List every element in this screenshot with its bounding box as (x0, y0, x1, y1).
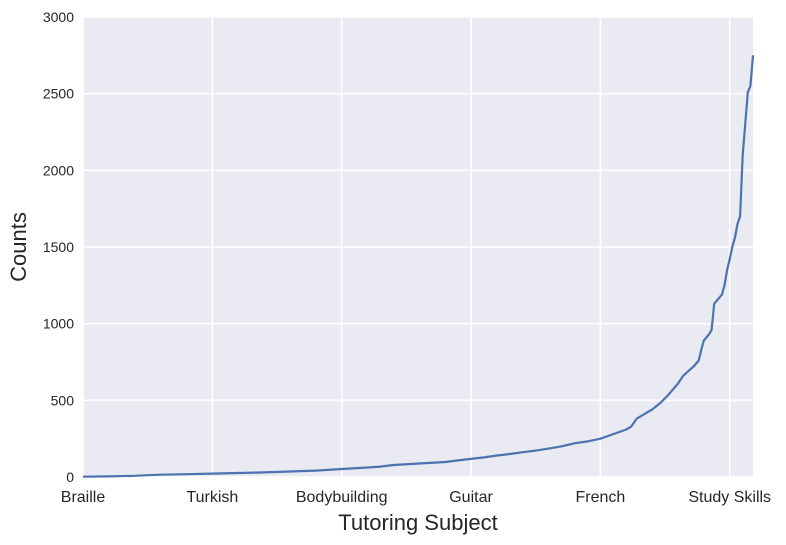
x-tick-label: Turkish (186, 489, 238, 506)
y-tick-label: 2500 (43, 86, 74, 102)
x-tick-label: French (575, 489, 625, 506)
y-tick-label: 1500 (43, 239, 74, 255)
y-tick-label: 3000 (43, 9, 74, 25)
x-axis-label: Tutoring Subject (338, 510, 497, 535)
x-tick-labels: Braille Turkish Bodybuilding Guitar French St… (61, 489, 771, 506)
x-tick-label: Braille (61, 489, 106, 506)
y-tick-label: 1000 (43, 316, 74, 332)
series-layer (82, 55, 755, 478)
y-tick-label: 0 (66, 469, 74, 485)
y-tick-label: 500 (51, 392, 75, 408)
y-axis-label: Counts (6, 212, 31, 282)
x-tick-label: Guitar (449, 489, 493, 506)
y-tick-labels: 0 500 1000 1500 2000 2500 3000 (43, 9, 74, 485)
y-tick-label: 2000 (43, 162, 74, 178)
x-tick-label: Study Skills (688, 489, 771, 506)
gridlines (82, 16, 753, 478)
x-tick-label: Bodybuilding (296, 489, 388, 506)
